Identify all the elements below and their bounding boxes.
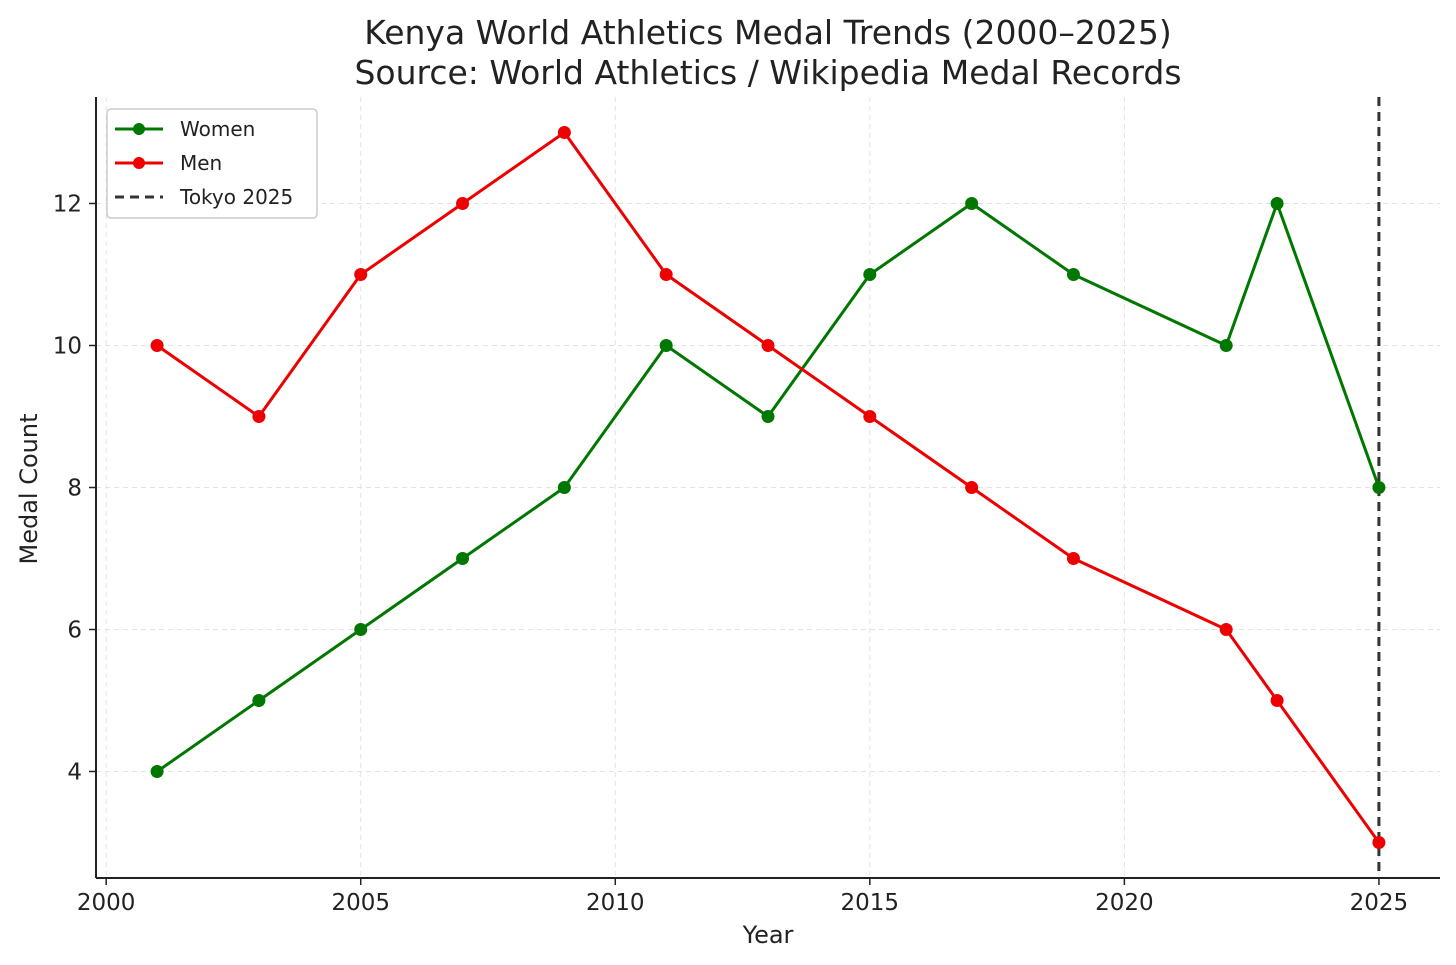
men-point-2005	[354, 268, 368, 281]
series-layer	[150, 126, 1386, 849]
x-tick-label: 2020	[1095, 890, 1154, 916]
men-point-2001	[150, 339, 164, 352]
x-tick-label: 2015	[841, 890, 900, 916]
women-point-2005	[354, 623, 368, 636]
men-point-2023	[1270, 694, 1284, 707]
legend: Women Men Tokyo 2025	[106, 108, 318, 219]
legend-women-label: Women	[180, 117, 255, 141]
x-tick-label: 2025	[1350, 890, 1409, 916]
women-point-2019	[1066, 268, 1080, 281]
women-point-2013	[761, 410, 775, 423]
men-point-2019	[1066, 552, 1080, 565]
men-point-2011	[659, 268, 673, 281]
men-point-2007	[456, 197, 470, 210]
women-point-2001	[150, 765, 164, 778]
x-axis-label: Year	[742, 921, 794, 949]
y-tick-label: 10	[53, 334, 82, 360]
men-point-2022	[1219, 623, 1233, 636]
women-point-2003	[252, 694, 266, 707]
y-tick-label: 6	[67, 618, 82, 644]
y-tick-label: 4	[67, 760, 82, 786]
legend-tokyo-label: Tokyo 2025	[179, 185, 293, 209]
legend-men-label: Men	[180, 151, 222, 175]
x-tick-label: 2005	[331, 890, 390, 916]
men-point-2017	[965, 481, 979, 494]
women-point-2009	[557, 481, 571, 494]
chart-title: Kenya World Athletics Medal Trends (2000…	[364, 13, 1172, 52]
legend-men-marker	[133, 157, 145, 169]
women-point-2022	[1219, 339, 1233, 352]
women-point-2017	[965, 197, 979, 210]
y-tick-label: 8	[67, 476, 82, 502]
x-tick-label: 2000	[77, 890, 136, 916]
women-point-2015	[863, 268, 877, 281]
men-point-2015	[863, 410, 877, 423]
men-point-2025	[1372, 836, 1386, 849]
women-point-2025	[1372, 481, 1386, 494]
axes	[89, 97, 1440, 885]
women-point-2007	[456, 552, 470, 565]
legend-women-marker	[133, 123, 145, 135]
legend-frame	[106, 108, 318, 219]
x-tick-label: 2010	[586, 890, 645, 916]
chart-subtitle: Source: World Athletics / Wikipedia Meda…	[354, 53, 1181, 92]
men-point-2009	[557, 126, 571, 139]
women-point-2011	[659, 339, 673, 352]
men-point-2003	[252, 410, 266, 423]
women-point-2023	[1270, 197, 1284, 210]
y-tick-label: 12	[53, 192, 82, 218]
men-point-2013	[761, 339, 775, 352]
tick-labels: 2000 2005 2010 2015 2020 2025 4 6 8 10 12	[53, 192, 1408, 917]
y-axis-label: Medal Count	[15, 414, 43, 565]
